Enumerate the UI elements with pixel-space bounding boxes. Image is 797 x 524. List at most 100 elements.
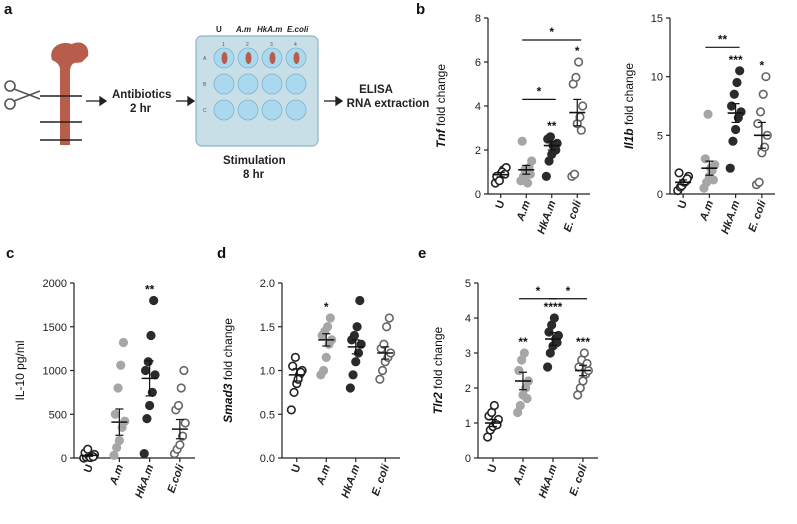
data-point [318, 365, 329, 376]
step2-time: 8 hr [243, 169, 265, 181]
data-point [517, 136, 527, 146]
step2-label: Stimulation [223, 155, 286, 167]
data-point [755, 107, 766, 117]
well-2-2 [261, 99, 283, 121]
y-tick-label: 1 [465, 418, 471, 430]
data-point [145, 400, 155, 411]
x-category-label: E. coli [746, 198, 769, 233]
data-point [384, 313, 394, 323]
data-point [116, 360, 126, 370]
panel-letter-b1: b [416, 1, 425, 18]
data-point [375, 374, 385, 384]
data-point [351, 357, 361, 367]
data-point [382, 322, 392, 332]
data-point [515, 400, 525, 411]
data-point [118, 337, 129, 348]
data-point [146, 330, 156, 341]
data-point [140, 365, 151, 376]
panel-letter-e: e [418, 245, 426, 262]
y-tick-label: 500 [49, 409, 67, 421]
y-tick-label: 0.0 [260, 453, 275, 465]
x-category-label: HkA.m [339, 463, 362, 500]
x-category-label: E. coli [370, 462, 393, 497]
data-point [110, 409, 120, 419]
y-tick-label: 0 [61, 453, 67, 465]
well-1-2 [261, 73, 283, 95]
y-axis-label: Il1b fold change [622, 63, 636, 149]
data-point [754, 177, 764, 187]
data-point [736, 107, 746, 117]
data-point [345, 383, 355, 393]
y-tick-label: 4 [475, 101, 481, 113]
x-category-label: A.m [514, 199, 533, 224]
chart-d: d 0.0 0.5 1.0 1.5 2.0 Smad3 fold change U A.m HkA… [217, 245, 400, 500]
data-point [578, 101, 588, 111]
well-2-0 [213, 99, 235, 121]
y-tick-label: 2000 [43, 278, 67, 290]
data-point [758, 89, 768, 99]
data-point [576, 125, 586, 135]
x-category-label: E. coli [567, 462, 590, 497]
panel-letter-d: d [217, 245, 226, 262]
plate-col-4: 4 [294, 42, 297, 48]
data-point [708, 175, 719, 185]
data-point [674, 168, 684, 178]
colon-tissue-icon [40, 42, 89, 145]
y-tick-label: 2 [475, 145, 481, 157]
significance-star: ** [547, 119, 557, 133]
data-point [175, 440, 185, 450]
plate-row-a: A [203, 56, 207, 62]
y-tick-label: 1000 [43, 366, 67, 378]
tissue-in-well-1 [245, 52, 252, 64]
bracket-star: ** [718, 32, 728, 46]
significance-star: ** [518, 335, 528, 349]
data-point [522, 178, 533, 188]
readout-elisa: ELISA [359, 84, 393, 96]
data-point [290, 352, 301, 362]
data-point [348, 370, 358, 380]
data-point [571, 72, 581, 82]
scissors-icon [4, 80, 41, 110]
data-point [735, 66, 745, 76]
data-point [355, 295, 365, 306]
y-tick-label: 2 [465, 383, 471, 395]
data-point [143, 357, 153, 367]
data-point [519, 348, 529, 358]
data-point [582, 358, 592, 369]
y-axis-label: IL-10 pg/ml [13, 340, 27, 400]
significance-star: * [575, 44, 580, 58]
data-point [569, 169, 580, 179]
y-tick-label: 2.0 [260, 278, 275, 290]
x-category-label: HkA.m [719, 199, 742, 236]
data-point [541, 171, 551, 181]
data-point [149, 295, 159, 306]
data-point [139, 449, 149, 459]
x-category-label: U [82, 463, 96, 475]
tissue-in-well-2 [269, 52, 276, 64]
y-tick-label: 1.5 [260, 322, 275, 334]
y-tick-label: 1.0 [260, 366, 275, 378]
x-category-label: HkA.m [537, 463, 560, 500]
x-category-label: HkA.m [535, 199, 558, 236]
tissue-in-well-3 [293, 52, 300, 64]
y-tick-label: 4 [465, 313, 471, 325]
x-category-label: U [290, 463, 304, 475]
y-tick-label: 8 [475, 13, 481, 25]
data-point [731, 124, 741, 135]
data-point [492, 420, 502, 430]
data-point [732, 77, 742, 88]
data-point [549, 313, 559, 323]
x-category-label: HkA.m [133, 463, 156, 500]
y-tick-label: 3 [465, 348, 471, 360]
data-point [289, 387, 299, 397]
y-tick-label: 5 [657, 130, 663, 142]
bracket-star: * [566, 284, 571, 298]
data-point [177, 431, 188, 441]
significance-star: **** [544, 300, 563, 314]
data-point [114, 435, 124, 446]
data-point [573, 57, 584, 67]
plate-col-3: 3 [270, 42, 273, 48]
data-point [142, 414, 152, 424]
data-point [179, 365, 189, 376]
